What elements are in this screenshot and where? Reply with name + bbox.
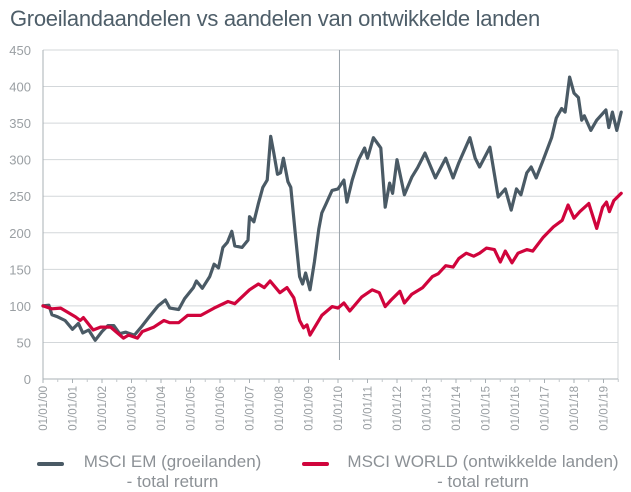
- x-tick-label: 01/01/04: [156, 385, 168, 430]
- x-tick-label: 01/01/11: [363, 386, 375, 430]
- gridlines: [42, 49, 619, 380]
- legend-sublabel-world: - total return: [437, 472, 529, 491]
- y-tick-label: 450: [9, 43, 31, 58]
- x-tick-label: 01/01/14: [451, 385, 463, 430]
- x-tick-label: 01/01/16: [510, 386, 522, 431]
- chart-title: Groeilandaandelen vs aandelen van ontwik…: [10, 6, 540, 31]
- legend-label-world: MSCI WORLD (ontwikkelde landen): [347, 452, 619, 471]
- y-tick-label: 350: [9, 116, 31, 131]
- legend-swatch-em: [37, 462, 64, 466]
- x-tick-label: 01/01/07: [245, 386, 257, 431]
- x-tick-label: 01/01/00: [38, 386, 50, 431]
- y-tick-label: 400: [9, 80, 31, 95]
- x-tick-label: 01/01/03: [127, 386, 139, 431]
- series-line-msci-em: [41, 75, 623, 342]
- x-tick-label: 01/01/10: [333, 386, 345, 431]
- x-tick-label: 01/01/05: [186, 386, 198, 431]
- series-lines: [41, 75, 623, 342]
- series-line-msci-world: [41, 191, 623, 340]
- legend-swatch-world: [302, 462, 329, 466]
- x-tick-label: 01/01/02: [97, 386, 109, 431]
- x-tick-label: 01/01/17: [540, 386, 552, 431]
- y-tick-label: 50: [17, 335, 31, 350]
- x-axis-ticks: 01/01/00 01/01/01 01/01/02 01/01/03 01/01/04…: [38, 379, 619, 431]
- y-tick-label: 100: [9, 299, 31, 314]
- y-tick-label: 0: [24, 372, 31, 387]
- y-tick-label: 300: [9, 153, 31, 168]
- x-tick-label: 01/01/19: [599, 386, 611, 431]
- x-tick-label: 01/01/01: [68, 386, 80, 431]
- x-tick-label: 01/01/18: [569, 386, 581, 431]
- x-tick-label: 01/01/15: [481, 386, 493, 431]
- legend-item-world: MSCI WORLD (ontwikkelde landen) - total …: [338, 452, 628, 492]
- y-tick-label: 250: [9, 189, 31, 204]
- y-axis-ticks: 0 50 100 150 200 250 300 350 400 450: [9, 43, 31, 387]
- x-tick-label: 01/01/06: [215, 386, 227, 431]
- legend-label-em: MSCI EM (groeilanden): [83, 452, 262, 471]
- legend-sublabel-em: - total return: [126, 472, 219, 491]
- x-tick-label: 01/01/09: [304, 386, 316, 431]
- x-tick-label: 01/01/12: [392, 386, 404, 431]
- y-tick-label: 200: [9, 226, 31, 241]
- y-tick-label: 150: [9, 262, 31, 277]
- x-tick-label: 01/01/13: [422, 386, 434, 431]
- legend-item-em: MSCI EM (groeilanden) - total return: [70, 452, 275, 492]
- x-tick-label: 01/01/08: [274, 386, 286, 431]
